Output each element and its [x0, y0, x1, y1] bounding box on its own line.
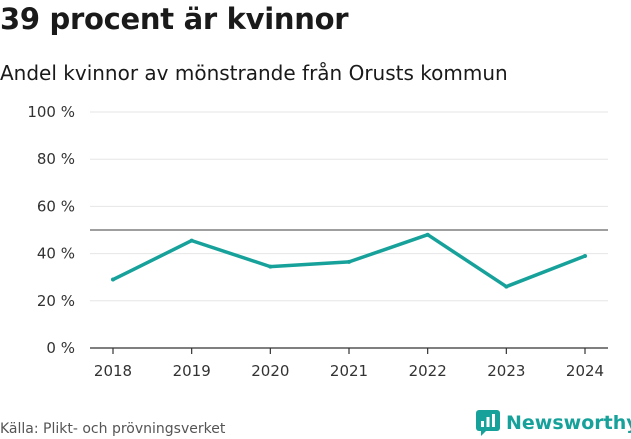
data-point-2023: [504, 284, 509, 289]
y-tick-label: 0 %: [46, 339, 75, 357]
x-tick-label: 2024: [566, 362, 604, 380]
y-tick-labels: 0 % 20 % 40 % 60 % 80 % 100 %: [27, 103, 75, 357]
data-point-2019: [189, 238, 194, 243]
x-tick-label: 2021: [330, 362, 368, 380]
y-tick-label: 20 %: [37, 292, 75, 310]
data-point-2020: [268, 264, 273, 269]
x-tick-label: 2019: [173, 362, 211, 380]
data-point-2022: [425, 232, 430, 237]
data-point-2024: [583, 253, 587, 258]
data-point-2021: [347, 259, 351, 264]
x-tick-label: 2022: [409, 362, 447, 380]
line-chart: 0 % 20 % 40 % 60 % 80 % 100 % 2018 2019 2020 202…: [27, 103, 608, 380]
x-tick-labels: 2018 2019 2020 2021 2022 2023 2024: [94, 362, 604, 380]
series-layer: [111, 232, 587, 289]
x-tick-label: 2018: [94, 362, 132, 380]
y-tick-label: 100 %: [27, 103, 75, 121]
gridlines: [90, 111, 608, 302]
x-tick-label: 2023: [487, 362, 525, 380]
y-tick-label: 60 %: [37, 197, 75, 215]
source-note: Källa: Plikt- och prövningsverket: [0, 421, 226, 437]
x-axis: [90, 347, 608, 354]
y-tick-label: 40 %: [37, 245, 75, 263]
newsworthy-logo-text: Newsworthy: [506, 412, 631, 434]
newsworthy-logo-icon: [476, 410, 500, 436]
y-tick-label: 80 %: [37, 150, 75, 168]
data-point-2018: [111, 277, 115, 282]
chart-subtitle: Andel kvinnor av mönstrande från Orusts …: [0, 61, 508, 85]
x-tick-label: 2020: [251, 362, 289, 380]
newsworthy-logo: Newsworthy: [476, 409, 631, 437]
chart-title: 39 procent är kvinnor: [0, 2, 349, 36]
